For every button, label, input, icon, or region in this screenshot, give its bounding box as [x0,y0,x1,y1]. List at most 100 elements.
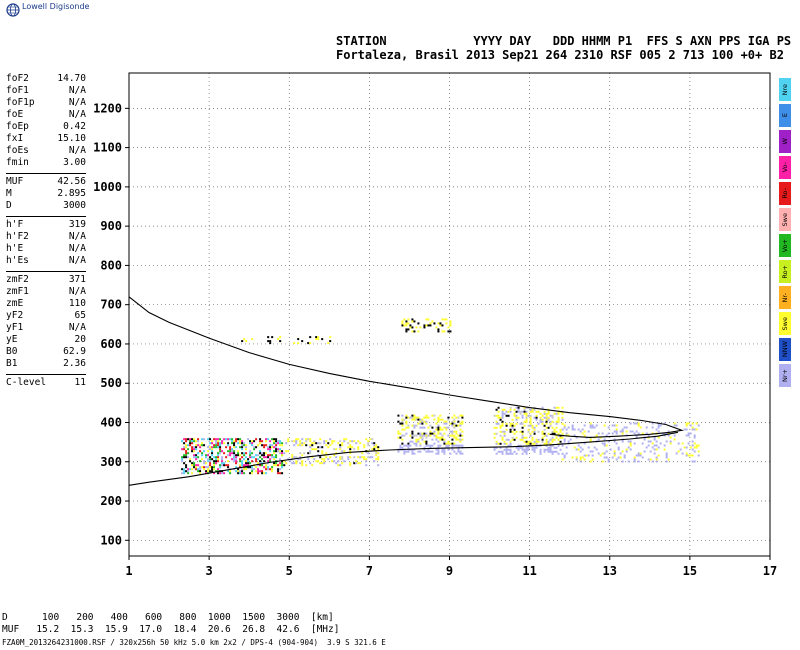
echo-pixel [415,434,418,437]
echo-pixel [405,328,408,331]
echo-pixel [541,440,544,443]
echo-pixel [239,446,242,449]
echo-pixel [583,458,586,461]
echo-pixel [215,438,218,441]
echo-pixel [561,428,564,431]
echo-pixel [307,452,310,455]
echo-pixel [495,452,498,455]
echo-pixel [357,462,360,465]
echo-pixel [461,420,464,423]
legend-swatch: NNW [779,338,791,361]
echo-pixel [401,322,404,325]
echo-pixel [503,440,506,443]
echo-pixel [185,444,188,447]
echo-pixel [241,460,244,463]
echo-pixel [241,446,244,449]
echo-pixel [533,440,536,443]
echo-pixel [559,428,562,431]
legend-label: Swe [781,316,789,331]
echo-pixel [527,428,530,431]
echo-pixel [551,452,554,455]
echo-pixel [459,450,462,453]
echo-pixel [273,446,276,449]
echo-pixel [181,472,184,475]
echo-pixel [443,420,446,423]
echo-pixel [437,448,440,451]
echo-pixel [449,452,452,455]
echo-pixel [525,414,528,417]
echo-pixel [525,406,528,409]
echo-pixel [425,436,428,439]
echo-pixel [685,422,688,425]
echo-pixel [515,446,518,449]
echo-pixel [303,452,306,455]
echo-pixel [223,452,226,455]
echo-pixel [441,438,444,441]
echo-pixel [443,452,446,455]
echo-pixel [255,466,258,469]
echo-pixel [235,456,238,459]
echo-pixel [623,426,626,429]
echo-pixel [631,430,634,433]
echo-pixel [415,438,418,441]
echo-pixel [233,456,236,459]
echo-pixel [613,438,616,441]
echo-pixel [217,472,220,475]
echo-pixel [243,464,246,467]
param-name: zmF2 [6,274,29,285]
echo-pixel [455,438,458,441]
echo-pixel [555,446,558,449]
echo-pixel [315,460,318,463]
echo-pixel [517,446,520,449]
echo-pixel [679,448,682,451]
echo-pixel [191,464,194,467]
echo-pixel [505,422,508,425]
echo-pixel [421,436,424,439]
echo-pixel [637,452,640,455]
echo-pixel [435,452,438,455]
echo-pixel [235,462,238,465]
echo-pixel [359,456,362,459]
echo-pixel [451,420,454,423]
echo-pixel [517,416,520,419]
echo-pixel [503,442,506,445]
param-zmf2: zmF2 371 [6,274,86,286]
echo-pixel [595,434,598,437]
echo-pixel [281,452,284,455]
echo-pixel [449,422,452,425]
echo-pixel [575,456,578,459]
echo-pixel [275,464,278,467]
echo-pixel [501,450,504,453]
echo-pixel [613,454,616,457]
echo-pixel [347,442,350,445]
param-hf2: h'F2 N/A [6,231,86,243]
echo-pixel [349,450,352,453]
echo-pixel [541,422,544,425]
echo-pixel [563,438,566,441]
echo-pixel [355,460,358,463]
echo-pixel [649,458,652,461]
echo-pixel [265,472,268,475]
echo-pixel [633,458,636,461]
x-tick-label: 7 [366,564,373,578]
echo-pixel [217,442,220,445]
echo-pixel [621,432,624,435]
echo-pixel [551,450,554,453]
y-tick-label: 1100 [93,141,122,155]
echo-pixel [555,426,558,429]
echo-pixel [419,434,422,437]
echo-pixel [211,470,214,473]
echo-pixel [201,442,204,445]
echo-pixel [401,428,404,431]
echo-pixel [663,432,666,435]
echo-pixel [399,446,402,449]
echo-pixel [529,434,532,437]
echo-pixel [551,440,554,443]
echo-pixel [181,460,184,463]
echo-pixel [687,434,690,437]
echo-pixel [527,430,530,433]
echo-pixel [367,440,370,443]
echo-pixel [357,456,360,459]
param-name: yF1 [6,322,24,333]
echo-pixel [641,442,644,445]
